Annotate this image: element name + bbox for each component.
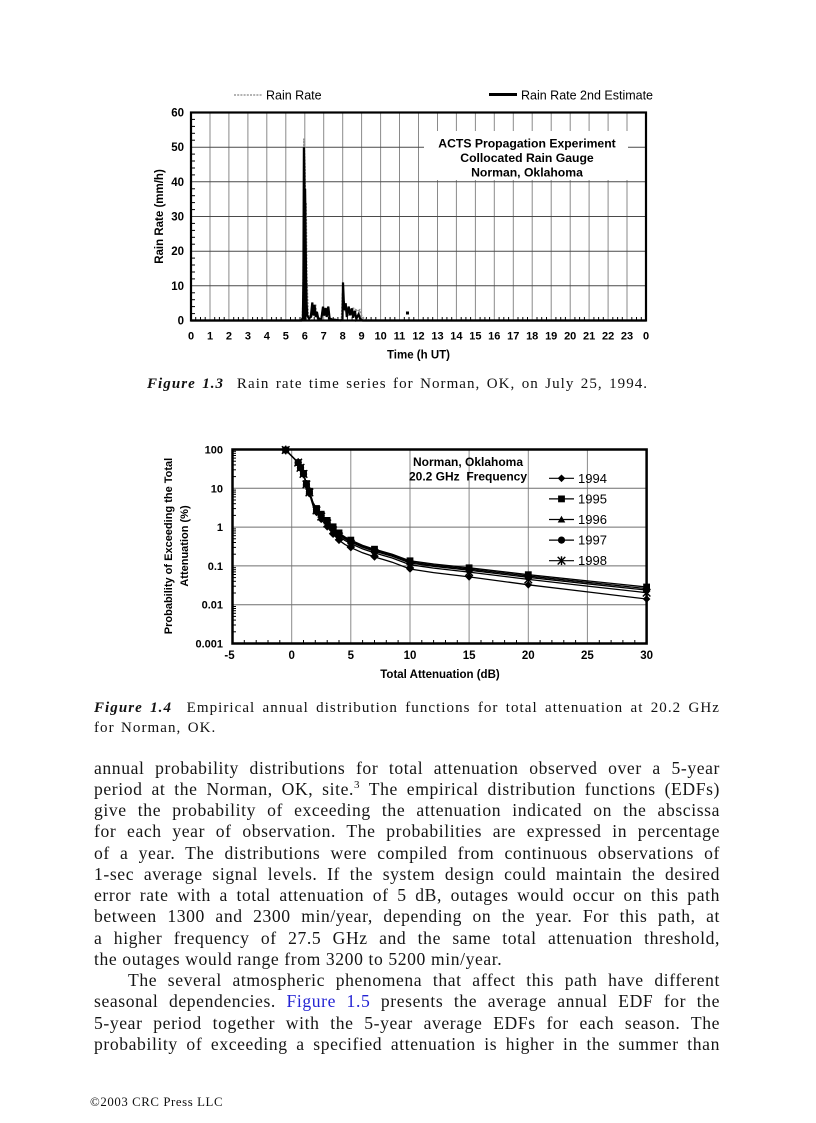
svg-text:Norman, Oklahoma: Norman, Oklahoma	[471, 166, 583, 180]
svg-text:0: 0	[178, 316, 184, 328]
svg-text:2: 2	[226, 331, 232, 343]
svg-text:9: 9	[359, 331, 365, 343]
svg-text:Total Attenuation (dB): Total Attenuation (dB)	[380, 669, 500, 681]
svg-text:10: 10	[211, 483, 223, 495]
svg-text:6: 6	[302, 331, 308, 343]
svg-text:0: 0	[188, 331, 194, 343]
svg-text:-5: -5	[224, 650, 235, 662]
svg-text:Attenuation (%): Attenuation (%)	[179, 505, 191, 587]
svg-text:50: 50	[171, 142, 184, 154]
svg-text:1995: 1995	[578, 491, 607, 506]
svg-text:19: 19	[545, 331, 557, 343]
svg-text:15: 15	[463, 650, 476, 662]
svg-text:Rain Rate (mm/h): Rain Rate (mm/h)	[154, 169, 166, 264]
svg-text:10: 10	[171, 281, 184, 293]
svg-text:5: 5	[283, 331, 289, 343]
svg-text:11: 11	[394, 331, 406, 343]
svg-text:0.1: 0.1	[208, 561, 223, 573]
svg-text:20: 20	[522, 650, 535, 662]
svg-text:30: 30	[640, 650, 653, 662]
svg-text:1: 1	[217, 522, 223, 534]
svg-text:21: 21	[583, 331, 595, 343]
svg-text:Rain Rate 2nd Estimate: Rain Rate 2nd Estimate	[521, 89, 653, 103]
svg-text:25: 25	[581, 650, 594, 662]
svg-text:3: 3	[245, 331, 251, 343]
svg-text:20.2 GHz Frequency: 20.2 GHz Frequency	[409, 470, 527, 484]
svg-text:Rain Rate: Rain Rate	[266, 89, 322, 103]
svg-text:23: 23	[621, 331, 633, 343]
svg-text:1996: 1996	[578, 512, 607, 527]
svg-text:ACTS Propagation Experiment: ACTS Propagation Experiment	[438, 137, 615, 151]
svg-text:Norman, Oklahoma: Norman, Oklahoma	[413, 455, 523, 469]
svg-text:Collocated Rain Gauge: Collocated Rain Gauge	[460, 151, 594, 165]
svg-text:20: 20	[171, 246, 184, 258]
svg-text:8: 8	[340, 331, 346, 343]
svg-text:1997: 1997	[578, 533, 607, 548]
svg-text:1994: 1994	[578, 471, 607, 486]
svg-text:100: 100	[205, 445, 223, 457]
svg-text:14: 14	[450, 331, 463, 343]
svg-text:22: 22	[602, 331, 614, 343]
svg-text:30: 30	[171, 212, 184, 224]
svg-text:13: 13	[431, 331, 443, 343]
svg-text:16: 16	[488, 331, 500, 343]
svg-text:18: 18	[526, 331, 538, 343]
svg-text:0: 0	[643, 331, 649, 343]
svg-text:12: 12	[412, 331, 424, 343]
svg-text:7: 7	[321, 331, 327, 343]
svg-text:Time (h UT): Time (h UT)	[387, 350, 450, 362]
svg-text:20: 20	[564, 331, 576, 343]
svg-text:1998: 1998	[578, 553, 607, 568]
svg-text:10: 10	[404, 650, 417, 662]
svg-text:5: 5	[348, 650, 355, 662]
svg-text:1: 1	[207, 331, 213, 343]
svg-text:15: 15	[469, 331, 481, 343]
svg-text:Probability of Exceeding the T: Probability of Exceeding the Total	[163, 458, 175, 634]
svg-text:0: 0	[288, 650, 294, 662]
svg-text:10: 10	[374, 331, 386, 343]
svg-text:4: 4	[264, 331, 271, 343]
svg-text:0.001: 0.001	[195, 639, 223, 651]
svg-text:0.01: 0.01	[202, 600, 223, 612]
svg-text:40: 40	[171, 177, 184, 189]
svg-text:60: 60	[171, 108, 184, 120]
svg-text:17: 17	[507, 331, 519, 343]
